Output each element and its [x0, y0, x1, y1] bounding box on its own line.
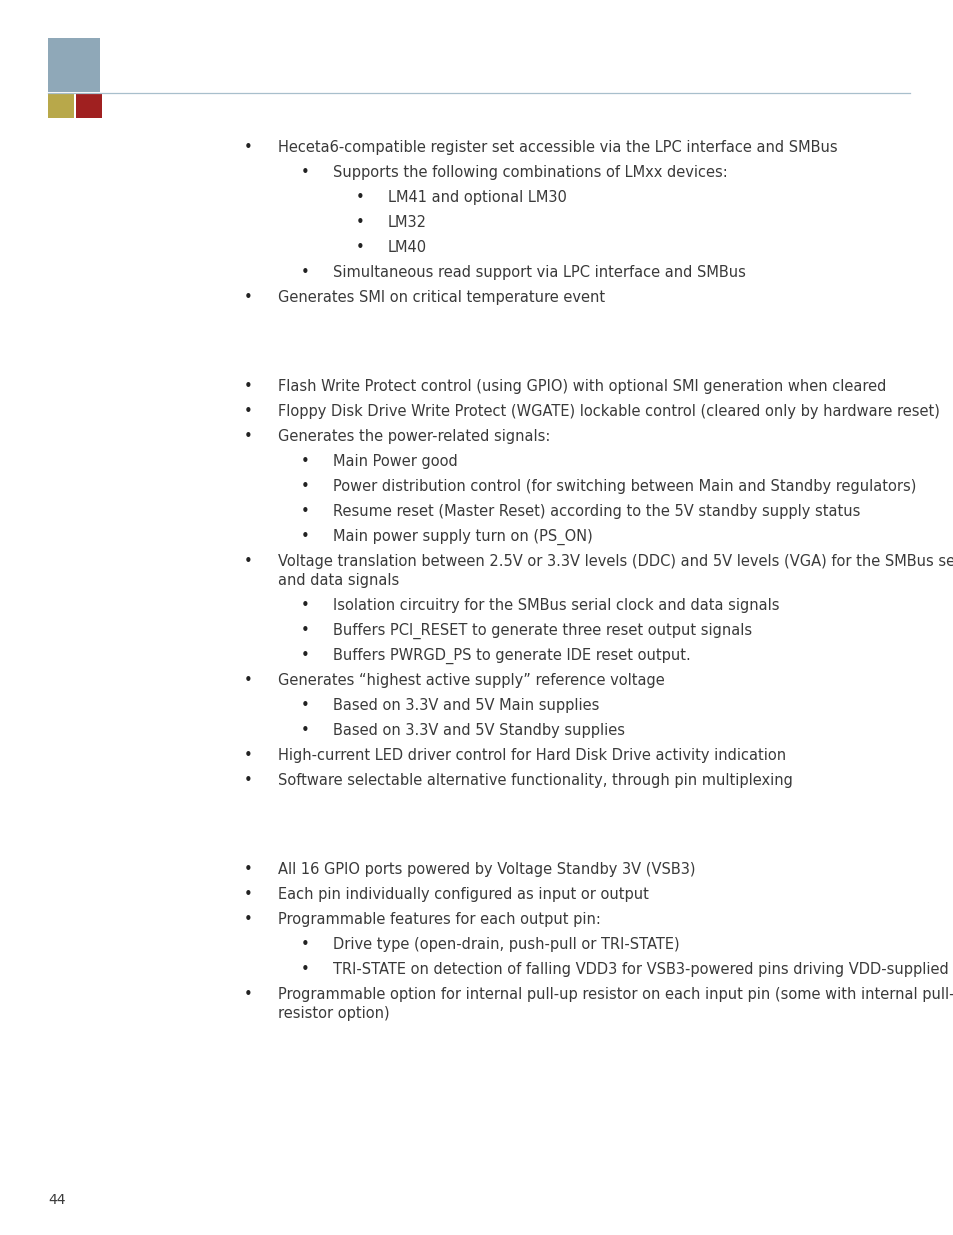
Text: 44: 44	[48, 1193, 66, 1207]
Text: LM40: LM40	[388, 240, 427, 254]
Text: Generates “highest active supply” reference voltage: Generates “highest active supply” refere…	[277, 673, 664, 688]
Text: •: •	[300, 529, 309, 543]
Text: •: •	[243, 748, 253, 763]
Text: •: •	[243, 404, 253, 419]
Text: Buffers PCI_RESET to generate three reset output signals: Buffers PCI_RESET to generate three rese…	[333, 622, 751, 640]
Text: •: •	[300, 165, 309, 180]
Text: Power distribution control (for switching between Main and Standby regulators): Power distribution control (for switchin…	[333, 479, 916, 494]
Text: Programmable features for each output pin:: Programmable features for each output pi…	[277, 911, 600, 927]
Text: •: •	[300, 937, 309, 952]
Text: Generates SMI on critical temperature event: Generates SMI on critical temperature ev…	[277, 290, 604, 305]
Text: All 16 GPIO ports powered by Voltage Standby 3V (VSB3): All 16 GPIO ports powered by Voltage Sta…	[277, 862, 695, 877]
Text: and data signals: and data signals	[277, 573, 399, 588]
Text: •: •	[243, 379, 253, 394]
Text: •: •	[300, 598, 309, 613]
Text: •: •	[355, 240, 364, 254]
Text: •: •	[243, 987, 253, 1002]
Text: •: •	[243, 911, 253, 927]
Text: •: •	[243, 673, 253, 688]
Text: Floppy Disk Drive Write Protect (WGATE) lockable control (cleared only by hardwa: Floppy Disk Drive Write Protect (WGATE) …	[277, 404, 939, 419]
Text: •: •	[243, 429, 253, 445]
Text: •: •	[355, 190, 364, 205]
Text: •: •	[243, 290, 253, 305]
Text: •: •	[355, 215, 364, 230]
Text: Flash Write Protect control (using GPIO) with optional SMI generation when clear: Flash Write Protect control (using GPIO)…	[277, 379, 885, 394]
Text: •: •	[243, 773, 253, 788]
Text: Software selectable alternative functionality, through pin multiplexing: Software selectable alternative function…	[277, 773, 792, 788]
Text: Heceta6-compatible register set accessible via the LPC interface and SMBus: Heceta6-compatible register set accessib…	[277, 140, 837, 156]
Text: TRI-STATE on detection of falling VDD3 for VSB3-powered pins driving VDD-supplie: TRI-STATE on detection of falling VDD3 f…	[333, 962, 953, 977]
Text: •: •	[300, 962, 309, 977]
Bar	[76, 94, 102, 119]
Text: Based on 3.3V and 5V Main supplies: Based on 3.3V and 5V Main supplies	[333, 698, 598, 713]
Bar	[48, 38, 100, 91]
Text: •: •	[300, 722, 309, 739]
Text: •: •	[300, 622, 309, 638]
Text: •: •	[300, 698, 309, 713]
Text: •: •	[300, 648, 309, 663]
Text: •: •	[300, 454, 309, 469]
Text: Drive type (open-drain, push-pull or TRI-STATE): Drive type (open-drain, push-pull or TRI…	[333, 937, 679, 952]
Text: resistor option): resistor option)	[277, 1007, 389, 1021]
Text: Main power supply turn on (PS_ON): Main power supply turn on (PS_ON)	[333, 529, 592, 545]
Text: •: •	[300, 479, 309, 494]
Text: Resume reset (Master Reset) according to the 5V standby supply status: Resume reset (Master Reset) according to…	[333, 504, 860, 519]
Text: High-current LED driver control for Hard Disk Drive activity indication: High-current LED driver control for Hard…	[277, 748, 785, 763]
Text: Generates the power-related signals:: Generates the power-related signals:	[277, 429, 550, 445]
Text: Supports the following combinations of LMxx devices:: Supports the following combinations of L…	[333, 165, 727, 180]
Text: •: •	[243, 555, 253, 569]
Text: •: •	[300, 504, 309, 519]
Bar	[48, 94, 74, 119]
Text: •: •	[243, 887, 253, 902]
Text: •: •	[243, 140, 253, 156]
Text: •: •	[300, 266, 309, 280]
Text: Programmable option for internal pull-up resistor on each input pin (some with i: Programmable option for internal pull-up…	[277, 987, 953, 1002]
Text: LM41 and optional LM30: LM41 and optional LM30	[388, 190, 566, 205]
Text: Voltage translation between 2.5V or 3.3V levels (DDC) and 5V levels (VGA) for th: Voltage translation between 2.5V or 3.3V…	[277, 555, 953, 569]
Text: Each pin individually configured as input or output: Each pin individually configured as inpu…	[277, 887, 648, 902]
Text: Simultaneous read support via LPC interface and SMBus: Simultaneous read support via LPC interf…	[333, 266, 745, 280]
Text: •: •	[243, 862, 253, 877]
Text: Buffers PWRGD_PS to generate IDE reset output.: Buffers PWRGD_PS to generate IDE reset o…	[333, 648, 690, 664]
Text: LM32: LM32	[388, 215, 427, 230]
Text: Based on 3.3V and 5V Standby supplies: Based on 3.3V and 5V Standby supplies	[333, 722, 624, 739]
Text: Main Power good: Main Power good	[333, 454, 457, 469]
Text: Isolation circuitry for the SMBus serial clock and data signals: Isolation circuitry for the SMBus serial…	[333, 598, 779, 613]
